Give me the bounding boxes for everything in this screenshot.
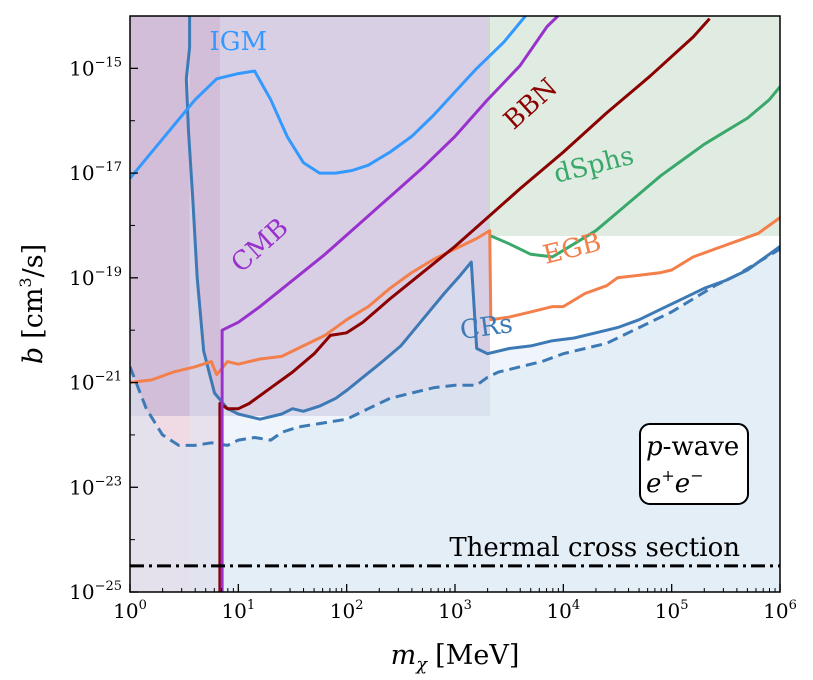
series-line-crs-dashed — [130, 247, 780, 447]
y-tick-label: 10−19 — [69, 265, 122, 290]
series-fills — [130, 16, 780, 592]
region-igm-upper — [130, 16, 490, 416]
series-line-dsphs — [490, 85, 780, 259]
series-line-igm — [130, 16, 527, 180]
x-tick-label: 103 — [438, 598, 472, 623]
series-label-crs: CRs — [458, 309, 514, 346]
thermal-cross-section-label: Thermal cross section — [449, 533, 740, 563]
x-axis-ticks: 100 101 102 103 104 105 106 — [113, 584, 797, 623]
series-line-egb — [130, 216, 780, 384]
series-label-igm: IGM — [209, 27, 267, 57]
x-tick-label: 105 — [655, 598, 689, 623]
legend-line-channel: e+e− — [646, 466, 704, 499]
y-tick-label: 10−15 — [69, 55, 122, 80]
x-tick-label: 102 — [330, 598, 364, 623]
y-tick-label: 10−21 — [69, 370, 122, 395]
x-tick-label: 106 — [763, 598, 797, 623]
x-tick-label: 104 — [546, 598, 580, 623]
series-line-crs — [184, 16, 780, 421]
y-tick-label: 10−17 — [69, 160, 122, 185]
y-axis-title: b[cm3/s] — [16, 244, 49, 364]
y-tick-label: 10−23 — [69, 474, 122, 499]
fill-crs — [186, 16, 780, 592]
y-axis-ticks: 10−15 10−17 10−19 10−21 10−23 10−25 — [69, 15, 138, 604]
legend-box: p-wave e+e− — [639, 423, 749, 505]
series-lines — [130, 16, 780, 592]
exclusion-regions — [130, 16, 780, 592]
x-tick-label: 101 — [221, 598, 255, 623]
legend-line-wave: p-wave — [646, 432, 739, 462]
legend-frame — [639, 423, 749, 505]
series-line-cmb — [220, 16, 559, 592]
fill-crs-dashed — [130, 249, 780, 592]
x-tick-label: 100 — [113, 598, 147, 623]
series-line-bbn — [218, 17, 711, 592]
x-axis-title: mχ [MeV] — [391, 640, 520, 675]
y-tick-label: 10−25 — [69, 579, 122, 604]
